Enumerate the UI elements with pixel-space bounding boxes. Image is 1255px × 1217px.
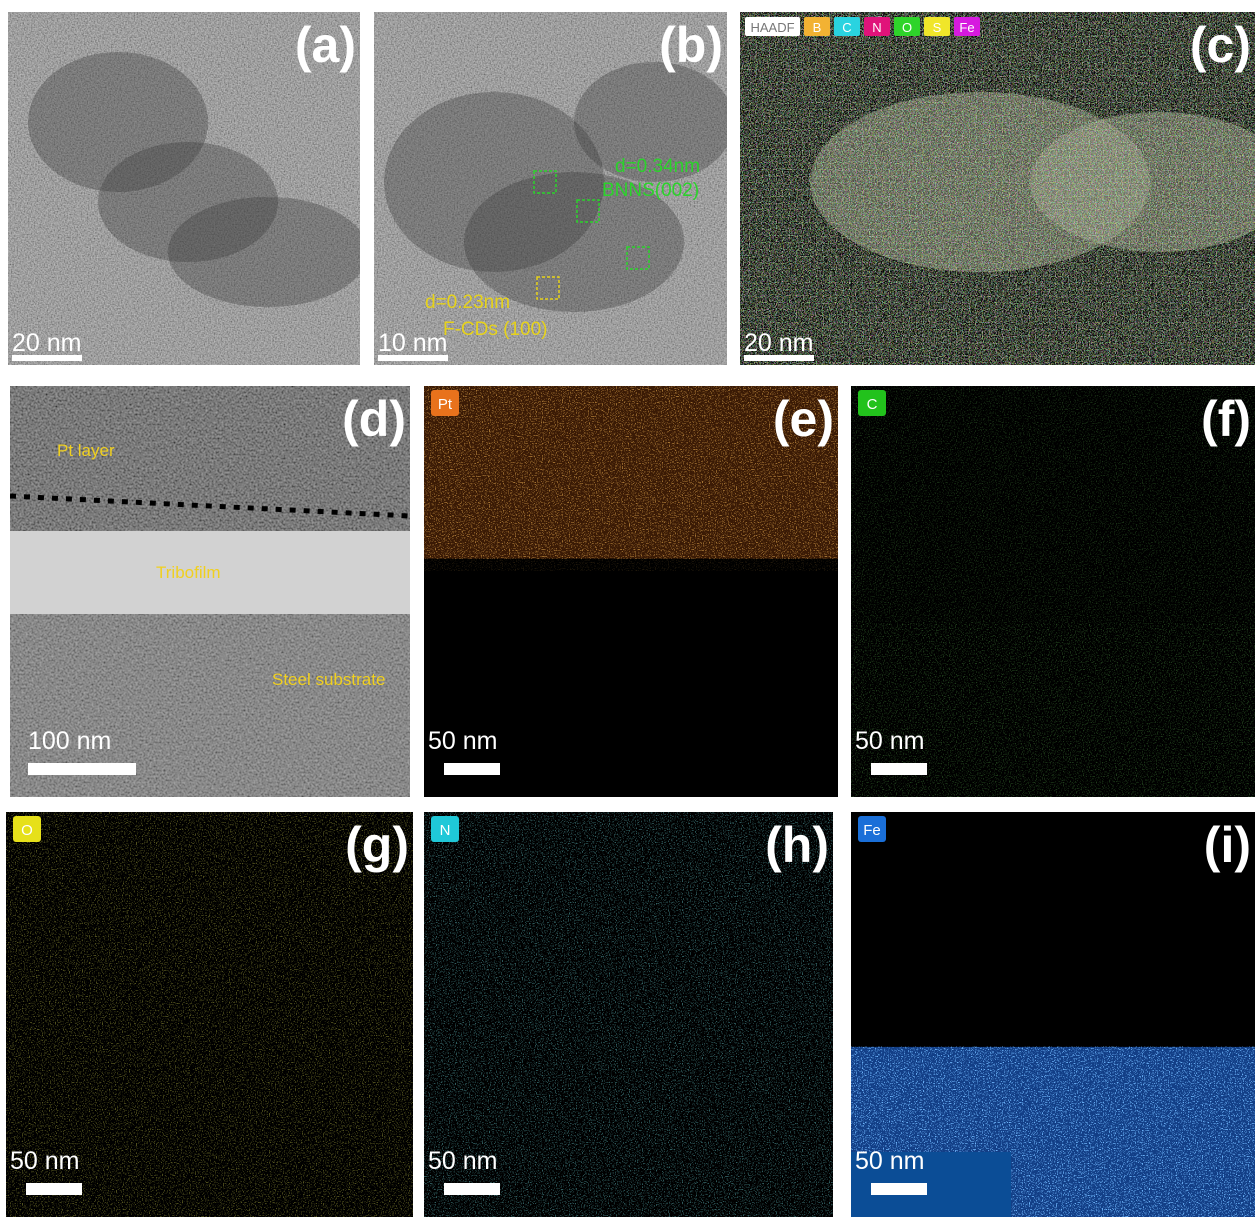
panel-label: (a) [295,17,356,73]
panel-label: (f) [1201,391,1251,447]
annotation: d=0.34nm [615,156,700,177]
scale-bar [444,1183,500,1195]
element-tag [858,390,886,416]
legend-label: N [872,20,881,35]
scale-bar [744,355,814,361]
panel: (a) 20 nm [8,12,360,365]
annotation: BNNS(002) [602,180,699,201]
lattice-box [576,199,600,223]
scale-bar [26,1183,82,1195]
scale-bar-label: 50 nm [428,1147,497,1175]
element-tag-label: O [21,822,33,839]
element-tag-label: Fe [863,822,881,839]
legend-label: HAADF [750,20,794,35]
panel: (c) 20 nm HAADF B C N O S Fe [740,12,1255,365]
panel: (g) 50 nm O [6,812,413,1217]
panel-label: (b) [659,17,723,73]
image [740,12,1255,365]
image [6,812,413,1217]
annotation: d=0.23nm [425,292,510,313]
scale-bar-label: 20 nm [744,329,813,357]
legend-label: S [933,20,942,35]
legend-chip [745,17,800,36]
image [424,386,838,797]
scale-bar-label: 10 nm [378,329,447,357]
legend-chip [894,17,920,36]
element-tag-label: C [867,396,878,413]
annotation: F-CDs (100) [443,319,548,340]
legend-label: C [842,20,851,35]
panel: (h) 50 nm N [424,812,833,1217]
scale-bar-label: 50 nm [10,1147,79,1175]
legend-label: B [813,20,822,35]
image [424,812,833,1217]
element-tag-label: N [440,822,451,839]
image [374,12,727,365]
annotation: Steel substrate [272,670,385,689]
panel-label: (c) [1190,17,1251,73]
panel-label: (h) [765,817,829,873]
scale-bar-label: 100 nm [28,727,111,755]
element-tag [431,816,459,842]
element-tag [431,390,459,416]
element-tag [13,816,41,842]
image [8,12,360,365]
lattice-box [536,276,560,300]
legend-chip [954,17,980,36]
legend-label: O [902,20,912,35]
annotation: Tribofilm [156,563,221,582]
lattice-box [626,246,650,270]
legend-chip [864,17,890,36]
element-tag [858,816,886,842]
scale-bar-label: 50 nm [855,727,924,755]
panel-label: (i) [1204,817,1251,873]
lattice-box [533,170,557,194]
scale-bar-label: 50 nm [428,727,497,755]
scale-bar [378,355,448,361]
legend-chip [804,17,830,36]
panel: (f) 50 nm C [851,386,1255,797]
legend-chip [834,17,860,36]
element-tag-label: Pt [438,396,453,413]
scale-bar [12,355,82,361]
scale-bar [871,763,927,775]
legend-chip [924,17,950,36]
panel-label: (g) [345,817,409,873]
scale-bar [444,763,500,775]
legend-label: Fe [959,20,974,35]
panel: (i) 50 nm Fe [851,812,1255,1217]
scale-bar [28,763,136,775]
panel-label: (e) [773,391,834,447]
scale-bar-label: 50 nm [855,1147,924,1175]
scale-bar-label: 20 nm [12,329,81,357]
scale-bar [871,1183,927,1195]
panel: (b) 10 nm d=0.34nm BNNS(002) d=0.23nm F-CDs (… [374,12,727,365]
panel: (d) 100 nm Pt layer Tribofilm Steel substrat… [10,386,410,797]
image [851,812,1255,1217]
annotation: Pt layer [57,441,115,460]
panel: (e) 50 nm Pt [424,386,838,797]
panel-label: (d) [342,391,406,447]
